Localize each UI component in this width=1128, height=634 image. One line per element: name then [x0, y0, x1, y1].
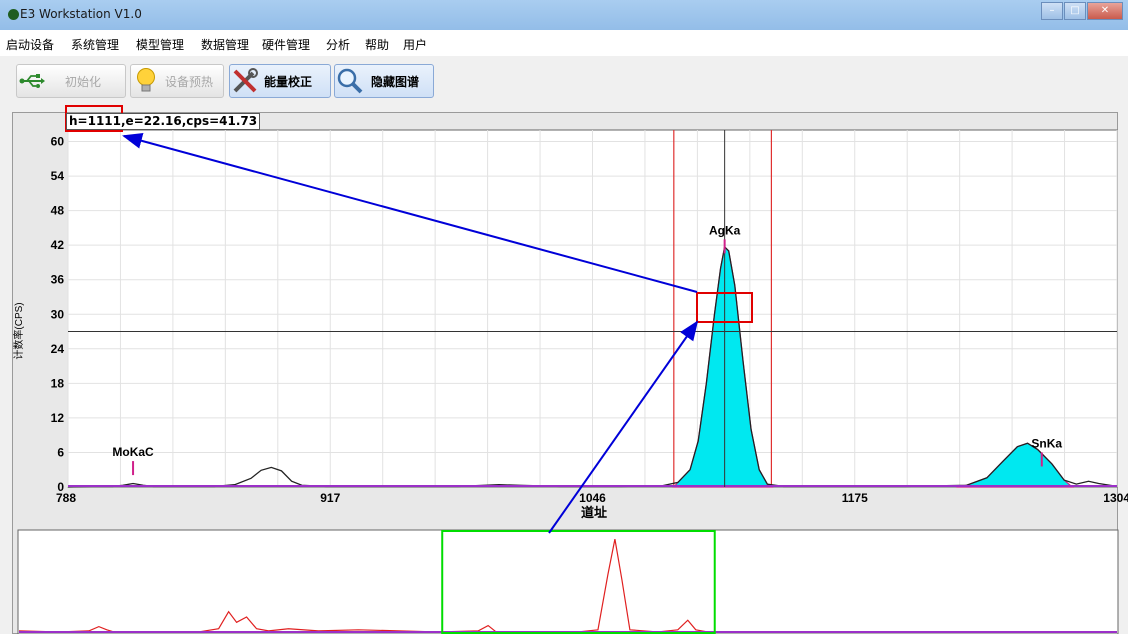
y-tick-label: 30 — [51, 307, 65, 321]
x-tick-label: 1175 — [842, 491, 868, 505]
y-tick-label: 24 — [51, 342, 65, 356]
y-tick-label: 6 — [57, 445, 64, 459]
peak-label: AgKa — [709, 223, 741, 237]
y-tick-label: 54 — [51, 169, 65, 183]
peak-label: MoKaC — [112, 445, 154, 459]
y-tick-label: 48 — [51, 204, 65, 218]
peak-label: SnKa — [1031, 436, 1062, 450]
overview-panel — [18, 530, 1118, 634]
y-tick-label: 42 — [51, 238, 65, 252]
x-tick-label: 1046 — [579, 491, 606, 505]
x-ticks: 788 917 1046 1175 1304 — [56, 491, 1128, 505]
x-axis-label: 道址 — [581, 505, 607, 520]
y-tick-label: 36 — [51, 273, 65, 287]
y-axis-label: 计数率(CPS) — [12, 302, 25, 359]
x-tick-label: 788 — [56, 491, 76, 505]
y-tick-label: 18 — [51, 376, 65, 390]
y-tick-label: 12 — [51, 411, 65, 425]
y-tick-label: 60 — [51, 135, 65, 149]
x-tick-label: 917 — [320, 491, 340, 505]
grid — [68, 130, 1117, 487]
x-tick-label: 1304 — [1103, 491, 1128, 505]
cursor-readout: h=1111,e=22.16,cps=41.73 — [66, 113, 260, 130]
